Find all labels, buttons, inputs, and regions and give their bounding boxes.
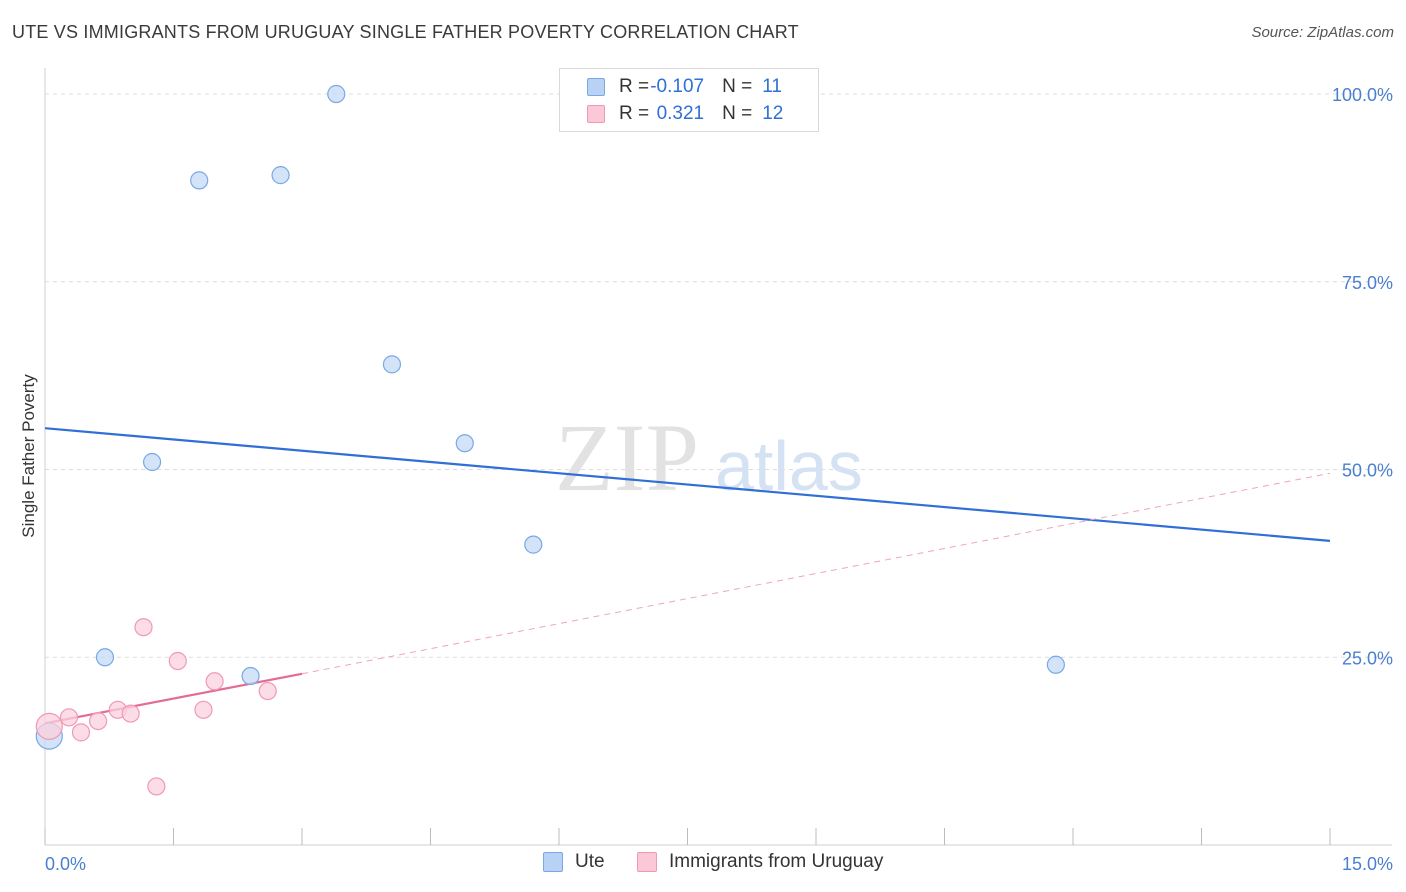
legend-label-uruguay: Immigrants from Uruguay: [669, 851, 884, 872]
legend-swatch-ute: [587, 78, 605, 96]
data-point-uruguay: [121, 704, 140, 723]
data-points: [35, 84, 1065, 796]
correlation-legend: R = -0.107 N = 11 R = 0.321 N = 12: [559, 68, 819, 132]
legend-swatch-uruguay: [637, 852, 657, 872]
gridlines: [45, 93, 1392, 658]
data-point-ute: [271, 166, 290, 185]
data-point-uruguay: [194, 700, 213, 719]
legend-label-ute: Ute: [575, 851, 605, 872]
legend-swatch-uruguay: [587, 105, 605, 123]
data-point-ute: [95, 648, 115, 667]
data-point-ute: [190, 171, 209, 190]
y-tick-label: 50.0%: [1342, 461, 1393, 481]
data-point-ute: [142, 452, 162, 472]
data-point-uruguay: [35, 712, 63, 740]
data-point-ute: [382, 355, 402, 374]
legend-r-label: R =: [619, 76, 650, 97]
source-label: Source: ZipAtlas.com: [1251, 24, 1394, 41]
legend-n-value: 12: [762, 103, 784, 124]
data-point-uruguay: [205, 672, 224, 691]
trend-lines: [44, 427, 1331, 725]
data-point-ute: [327, 84, 346, 104]
data-point-ute: [524, 535, 543, 554]
data-point-uruguay: [59, 708, 79, 727]
legend-r-value: 0.321: [656, 103, 705, 124]
data-point-uruguay: [168, 651, 187, 671]
data-point-uruguay: [147, 777, 166, 796]
y-axis-title: Single Father Poverty: [19, 374, 38, 538]
x-tick-label-max: 15.0%: [1342, 854, 1393, 874]
axis-labels: 25.0% 50.0% 75.0% 100.0% 0.0% 15.0% Single Fat…: [19, 85, 1393, 874]
watermark-zip: ZIP: [555, 404, 699, 511]
y-tick-label: 75.0%: [1342, 273, 1393, 293]
legend-row-uruguay: R = 0.321 N = 12: [560, 101, 783, 127]
data-point-ute: [241, 666, 260, 686]
data-point-uruguay: [89, 711, 108, 731]
data-point-uruguay: [71, 723, 91, 742]
data-point-uruguay: [258, 681, 277, 701]
legend-swatch-ute: [543, 852, 563, 872]
legend-item-uruguay[interactable]: Immigrants from Uruguay: [637, 851, 883, 873]
y-tick-label: 100.0%: [1332, 85, 1393, 105]
legend-item-ute[interactable]: Ute: [543, 851, 605, 873]
series-legend: Ute Immigrants from Uruguay: [0, 851, 1406, 877]
data-point-ute: [1046, 655, 1065, 674]
watermark: ZIP atlas: [555, 404, 863, 511]
trend-line-uruguay: [44, 672, 303, 725]
legend-r-value: -0.107: [650, 76, 705, 97]
legend-n-label: N =: [722, 103, 753, 124]
chart-title: UTE VS IMMIGRANTS FROM URUGUAY SINGLE FA…: [12, 22, 799, 42]
data-point-ute: [455, 434, 474, 453]
trend-line-ute: [44, 427, 1331, 542]
legend-n-value: 11: [762, 76, 782, 97]
data-point-uruguay: [134, 618, 153, 637]
x-tick-label-min: 0.0%: [45, 854, 86, 874]
y-tick-label: 25.0%: [1342, 648, 1393, 668]
legend-n-label: N =: [722, 76, 753, 97]
legend-row-ute: R = -0.107 N = 11: [560, 74, 782, 100]
trend-line-uruguay-extension: [301, 472, 1331, 675]
watermark-atlas: atlas: [715, 427, 863, 505]
legend-r-label: R =: [619, 103, 650, 124]
